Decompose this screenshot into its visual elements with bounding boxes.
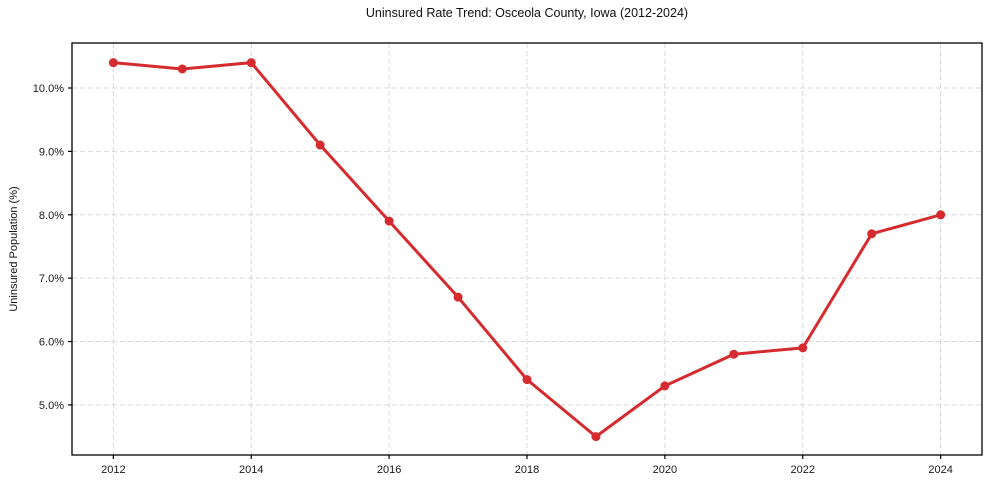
x-tick-label: 2024	[928, 464, 952, 476]
data-point-2014	[246, 58, 256, 68]
y-tick-label: 5.0%	[39, 400, 64, 412]
x-tick-label: 2016	[377, 464, 401, 476]
x-tick-label: 2022	[791, 464, 815, 476]
data-point-2019	[591, 432, 601, 442]
x-tick-label: 2018	[515, 464, 539, 476]
y-tick-label: 8.0%	[39, 210, 64, 222]
data-point-2017	[453, 292, 463, 302]
data-point-2023	[867, 229, 877, 239]
data-point-2020	[660, 381, 670, 391]
chart-title: Uninsured Rate Trend: Osceola County, Io…	[365, 6, 689, 20]
data-point-2022	[798, 343, 808, 353]
plot-border	[71, 42, 983, 456]
x-tick-label: 2020	[653, 464, 677, 476]
y-tick-label: 10.0%	[33, 83, 64, 95]
y-tick-label: 9.0%	[39, 146, 64, 158]
data-point-2024	[936, 210, 946, 220]
data-point-2021	[729, 349, 739, 359]
x-tick-label: 2014	[239, 464, 263, 476]
data-point-2013	[177, 64, 187, 74]
y-tick-label: 7.0%	[39, 273, 64, 285]
x-tick-label: 2012	[101, 464, 125, 476]
data-point-2018	[522, 375, 532, 385]
data-point-2015	[315, 140, 325, 150]
data-point-2016	[384, 216, 394, 226]
y-tick-label: 6.0%	[39, 337, 64, 349]
data-point-2012	[108, 58, 118, 68]
